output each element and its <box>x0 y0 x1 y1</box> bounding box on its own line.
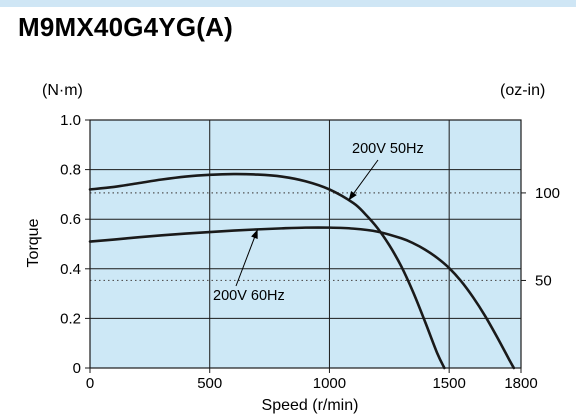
y-axis-label: Torque <box>25 218 42 267</box>
right-tick-label: 50 <box>535 272 552 289</box>
plot-frame <box>89 119 522 369</box>
axis-frame <box>85 119 526 373</box>
series-line-2 <box>88 226 516 370</box>
y-tick-label: 0.6 <box>60 211 81 228</box>
x-tick-labels: 0 500 1000 1500 1800 <box>86 375 538 392</box>
y-tick-label: 0.4 <box>60 261 81 278</box>
annotation-arrowhead <box>348 191 357 201</box>
curves <box>88 172 516 370</box>
model-title: M9MX40G4YG(A) <box>18 12 233 42</box>
y-tick-label: 0.2 <box>60 310 81 327</box>
y-tick-label: 1.0 <box>60 112 81 129</box>
annotation-label: 200V 60Hz <box>213 288 285 304</box>
annotation-arrowhead <box>251 229 258 240</box>
top-color-band <box>0 0 576 7</box>
y-tick-label: 0.8 <box>60 162 81 179</box>
right-unit-label: (oz-in) <box>500 82 545 99</box>
x-tick-label: 1000 <box>313 375 346 392</box>
y-tick-labels: 0 0.2 0.4 0.6 0.8 1.0 <box>60 112 81 377</box>
x-tick-label: 500 <box>197 375 222 392</box>
annotations: 200V 50Hz 200V 60Hz <box>213 141 424 304</box>
y-tick-label: 0 <box>73 360 81 377</box>
series-line-1 <box>88 172 446 370</box>
plot-area <box>90 120 521 368</box>
x-tick-label: 0 <box>86 375 94 392</box>
left-unit-label: (N·m) <box>42 82 83 99</box>
x-axis-label: Speed (r/min) <box>262 397 359 414</box>
grid-lines <box>90 120 521 368</box>
right-tick-label: 100 <box>535 185 560 202</box>
x-tick-label: 1800 <box>504 375 537 392</box>
x-tick-label: 1500 <box>432 375 465 392</box>
annotation-label: 200V 50Hz <box>352 141 424 157</box>
annotation-leader <box>235 229 259 287</box>
right-tick-labels: 100 50 <box>535 185 560 290</box>
